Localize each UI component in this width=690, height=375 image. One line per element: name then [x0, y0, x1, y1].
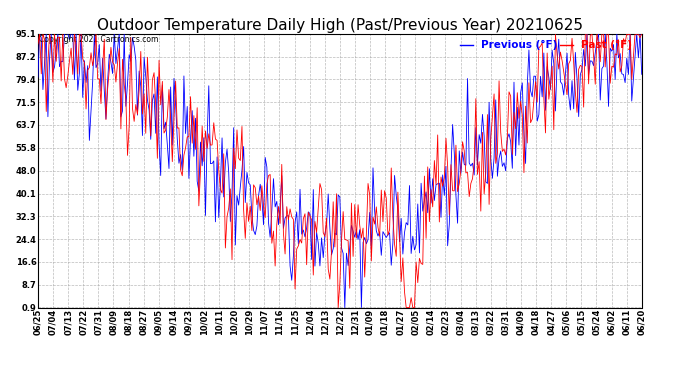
Legend: Previous (°F), Past (°F): Previous (°F), Past (°F): [456, 36, 636, 55]
Title: Outdoor Temperature Daily High (Past/Previous Year) 20210625: Outdoor Temperature Daily High (Past/Pre…: [97, 18, 583, 33]
Text: Copyright 2021 Cartronics.com: Copyright 2021 Cartronics.com: [39, 35, 158, 44]
